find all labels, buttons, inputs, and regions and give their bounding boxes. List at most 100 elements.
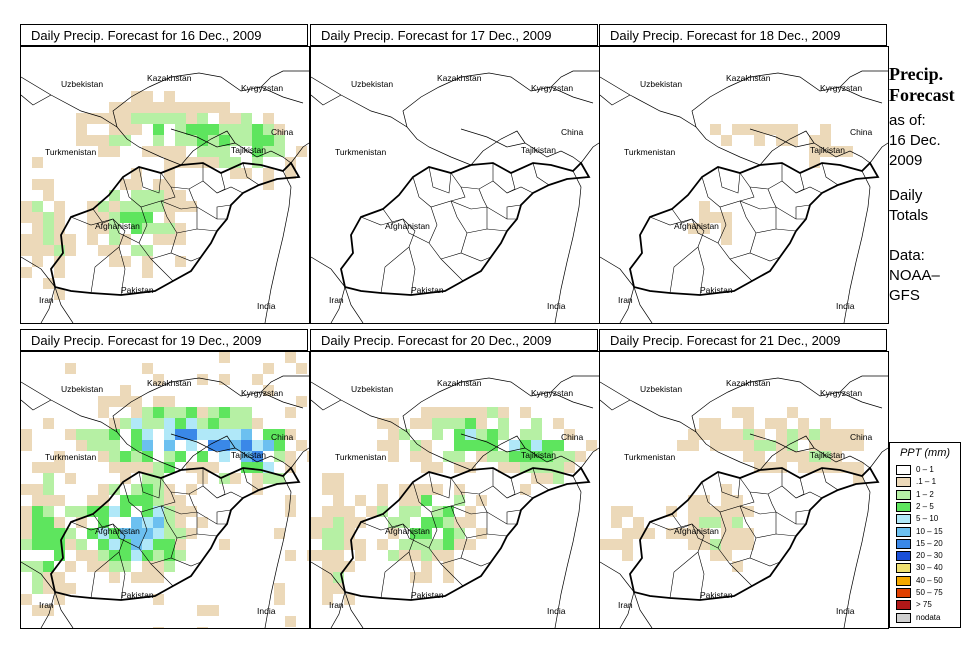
precip-cell <box>109 484 120 495</box>
precip-cell <box>311 528 322 539</box>
precip-cell <box>241 135 252 146</box>
precip-cell <box>509 462 520 473</box>
precip-cell <box>175 190 186 201</box>
country-label-iran: Iran <box>618 600 633 610</box>
precip-cell <box>219 451 230 462</box>
country-border <box>311 94 342 106</box>
precip-cell <box>98 245 109 256</box>
precip-cell <box>498 451 509 462</box>
precip-cell <box>197 517 208 528</box>
precip-cell <box>186 201 197 212</box>
country-border <box>112 72 304 128</box>
precip-cell <box>274 583 285 594</box>
afghanistan-border <box>340 161 591 296</box>
precip-cell <box>98 135 109 146</box>
precip-cell <box>164 517 175 528</box>
precip-cell <box>443 407 454 418</box>
precip-cell <box>476 407 487 418</box>
precip-cell <box>43 561 54 572</box>
province-border <box>202 180 244 194</box>
precip-cell <box>366 506 377 517</box>
precip-cell <box>542 473 553 484</box>
precip-cell <box>87 113 98 124</box>
country-label-turkmenistan: Turkmenistan <box>624 452 675 462</box>
precip-cell <box>54 289 65 300</box>
precip-cell <box>432 506 443 517</box>
precip-cell <box>831 146 842 157</box>
precip-cell <box>230 473 241 484</box>
precip-cell <box>787 124 798 135</box>
province-border <box>150 252 202 262</box>
precip-cell <box>120 528 131 539</box>
legend-item: 2 – 5 <box>896 501 958 513</box>
totals-label: Totals <box>889 207 929 224</box>
province-border <box>691 218 719 244</box>
country-border <box>580 142 599 164</box>
precip-cell <box>164 234 175 245</box>
precip-cell <box>476 418 487 429</box>
precip-cell <box>164 157 175 168</box>
legend-swatch <box>896 477 911 488</box>
precip-cell <box>43 517 54 528</box>
precip-cell <box>421 528 432 539</box>
precip-cell <box>153 135 164 146</box>
precip-cell <box>32 234 43 245</box>
precip-cell <box>285 352 296 363</box>
precip-cell <box>776 451 787 462</box>
precip-cell <box>32 245 43 256</box>
legend-item: .1 – 1 <box>896 477 958 488</box>
legend-item: 50 – 75 <box>896 588 958 599</box>
precip-cell <box>743 124 754 135</box>
precip-cell <box>21 561 32 572</box>
precip-cell <box>164 113 175 124</box>
province-border <box>781 180 823 194</box>
precip-cell <box>754 440 765 451</box>
precip-cell <box>54 245 65 256</box>
precip-cell <box>164 102 175 113</box>
precip-cell <box>809 462 820 473</box>
precip-cell <box>164 201 175 212</box>
precip-cell <box>32 179 43 190</box>
afghanistan-border <box>629 161 880 296</box>
precip-cell <box>153 223 164 234</box>
precip-cell <box>553 462 564 473</box>
precip-cell <box>230 407 241 418</box>
precip-cell <box>164 212 175 223</box>
precip-cell <box>765 418 776 429</box>
precip-cell <box>131 462 142 473</box>
province-border <box>492 485 534 499</box>
precip-cell <box>322 594 333 605</box>
precip-cell <box>43 473 54 484</box>
precip-cell <box>219 407 230 418</box>
precip-cell <box>164 396 175 407</box>
precip-cell <box>732 440 743 451</box>
precip-cell <box>142 245 153 256</box>
precip-cell <box>611 517 622 528</box>
precip-cell <box>454 440 465 451</box>
province-border <box>506 204 522 219</box>
precip-cell <box>153 627 164 628</box>
province-border <box>118 246 126 296</box>
legend-label: 30 – 40 <box>916 563 943 573</box>
precip-cell <box>410 528 421 539</box>
precip-cell <box>65 506 76 517</box>
precip-cell <box>274 594 285 605</box>
daily-label: Daily <box>889 187 923 204</box>
precip-cell <box>410 506 421 517</box>
country-label-uzbekistan: Uzbekistan <box>351 79 393 89</box>
precip-cell <box>754 124 765 135</box>
province-border <box>767 188 777 208</box>
precip-cell <box>230 168 241 179</box>
province-border <box>739 200 757 234</box>
precip-cell <box>120 473 131 484</box>
precip-cell <box>776 440 787 451</box>
precip-cell <box>131 190 142 201</box>
precip-cell <box>798 429 809 440</box>
province-border <box>380 246 410 294</box>
precip-cell <box>743 539 754 550</box>
country-label-kazakhstan: Kazakhstan <box>437 378 482 388</box>
precip-cell <box>432 418 443 429</box>
precip-cell <box>476 429 487 440</box>
precip-cell <box>32 495 43 506</box>
precip-cell <box>98 223 109 234</box>
